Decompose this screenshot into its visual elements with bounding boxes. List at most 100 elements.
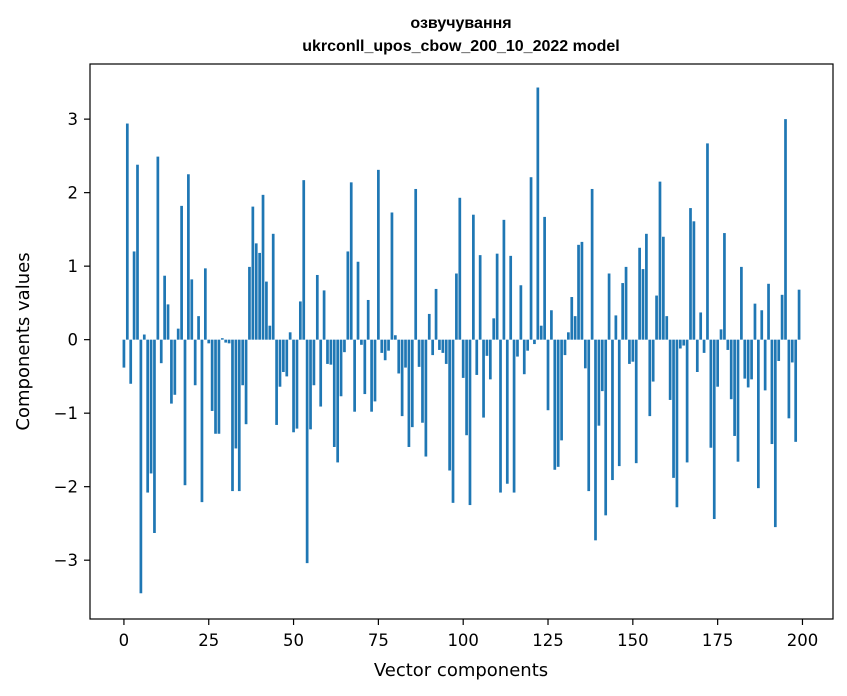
bar-182 (740, 266, 743, 340)
bar-138 (590, 188, 594, 340)
bar-107 (485, 339, 489, 356)
bar-143 (607, 273, 611, 340)
bar-13 (166, 304, 170, 340)
bar-170 (699, 312, 703, 340)
bar-191 (770, 339, 774, 445)
bar-142 (604, 339, 608, 516)
bar-22 (197, 316, 200, 340)
bar-189 (763, 339, 767, 391)
x-axis-ticks: 0 25 50 75 100 125 150 175 200 (119, 619, 818, 650)
bar-20 (190, 279, 194, 340)
bar-21 (193, 339, 197, 386)
bar-66 (346, 251, 350, 340)
bar-9 (153, 339, 156, 533)
bar-181 (736, 339, 740, 462)
bar-87 (417, 339, 421, 367)
bar-163 (675, 339, 679, 508)
bar-8 (149, 339, 153, 474)
bar-187 (757, 339, 760, 489)
bar-172 (706, 143, 709, 340)
bar-54 (305, 339, 309, 564)
bar-127 (553, 339, 557, 470)
bar-7 (146, 339, 150, 493)
bar-131 (567, 332, 570, 340)
bar-148 (624, 266, 628, 340)
bar-175 (716, 339, 719, 387)
bar-2 (129, 339, 133, 384)
bar-99 (458, 197, 462, 340)
bar-38 (251, 206, 255, 340)
bar-43 (268, 325, 272, 340)
bar-167 (689, 208, 692, 340)
bar-41 (261, 194, 265, 340)
bar-157 (655, 295, 658, 340)
y-tick-label-1: 1 (68, 257, 79, 276)
bar-146 (617, 339, 621, 467)
bar-100 (461, 339, 465, 378)
bar-123 (539, 325, 543, 340)
bar-194 (780, 294, 784, 340)
bar-39 (254, 243, 258, 340)
bar-108 (488, 339, 492, 380)
bar-144 (611, 339, 614, 481)
x-tick-label-75: 75 (368, 631, 389, 650)
bar-158 (658, 181, 662, 340)
bar-118 (522, 339, 526, 375)
bar-59 (322, 290, 326, 340)
bar-160 (665, 316, 669, 340)
bar-137 (587, 339, 591, 492)
bar-114 (509, 255, 513, 340)
bar-6 (142, 334, 146, 340)
bar-92 (434, 288, 438, 340)
bar-series (122, 87, 801, 594)
bar-33 (234, 339, 238, 449)
bar-55 (309, 339, 312, 430)
bar-93 (438, 339, 441, 350)
bar-166 (685, 339, 689, 463)
bar-164 (678, 339, 682, 349)
bar-112 (502, 219, 506, 340)
bar-18 (183, 339, 187, 486)
bar-149 (628, 339, 631, 364)
y-axis-ticks: −3 −2 −1 0 1 2 3 (54, 110, 90, 570)
bar-179 (729, 339, 733, 400)
bar-106 (482, 339, 485, 418)
bar-73 (370, 339, 373, 412)
bar-168 (692, 221, 696, 340)
bar-124 (543, 216, 546, 340)
bar-176 (719, 329, 723, 340)
bar-40 (258, 252, 261, 340)
bar-193 (777, 339, 781, 361)
bar-35 (241, 339, 245, 386)
bar-19 (187, 174, 190, 340)
y-tick-label-3: 3 (68, 110, 79, 129)
bar-117 (519, 285, 523, 340)
bar-183 (743, 339, 747, 379)
bar-46 (278, 339, 282, 387)
bar-199 (797, 289, 801, 340)
bar-49 (288, 332, 292, 340)
bar-197 (790, 339, 794, 363)
bar-129 (560, 339, 563, 441)
bar-23 (200, 339, 204, 503)
bar-11 (159, 339, 163, 364)
bar-195 (784, 119, 787, 340)
bar-67 (349, 182, 353, 340)
x-tick-label-25: 25 (198, 631, 219, 650)
bar-31 (227, 339, 231, 344)
bar-186 (753, 303, 757, 340)
bar-60 (326, 339, 329, 364)
bar-190 (767, 283, 770, 340)
bar-57 (315, 274, 319, 340)
bar-115 (512, 339, 516, 493)
bar-180 (733, 339, 736, 436)
bar-165 (682, 339, 686, 346)
y-axis-label: Components values (13, 252, 34, 430)
bar-104 (475, 339, 479, 375)
bar-80 (393, 335, 397, 340)
bar-128 (556, 339, 560, 467)
bar-116 (516, 339, 519, 357)
plot-area-frame (89, 63, 834, 620)
bar-133 (573, 316, 577, 340)
